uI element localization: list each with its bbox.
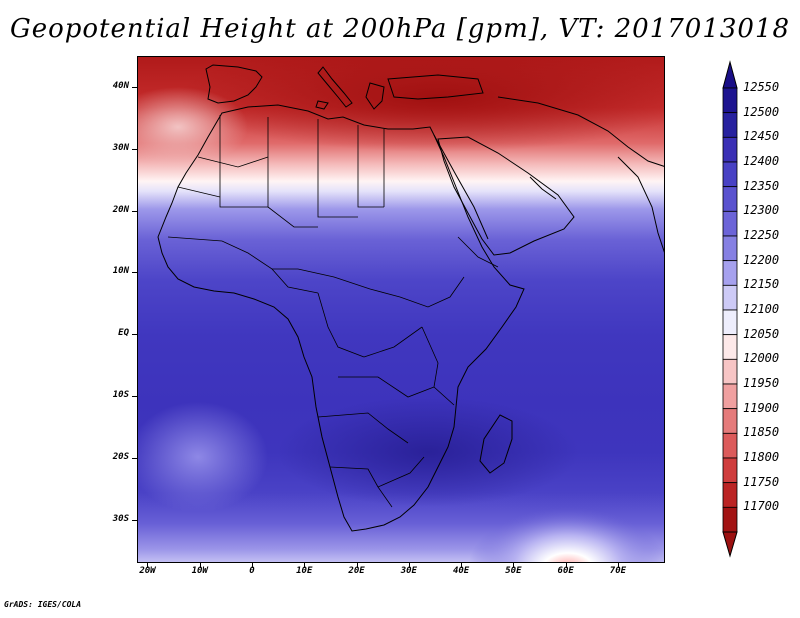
- lon-tick-label: 10E: [296, 566, 313, 576]
- lon-tick: [199, 563, 201, 568]
- colorbar-level-label: 12000: [743, 351, 780, 366]
- lat-tick: [132, 148, 137, 150]
- map-panel: [137, 56, 665, 563]
- lon-tick-label: 20E: [348, 566, 365, 576]
- colorbar-level-label: 12150: [743, 277, 780, 292]
- colorbar-level-label: 12450: [743, 129, 780, 144]
- coastlines: [157, 64, 664, 532]
- lon-tick-label: 50E: [505, 566, 522, 576]
- colorbar-level-label: 11750: [743, 474, 780, 489]
- lat-tick-label: EQ: [118, 328, 129, 339]
- lat-tick-label: 10N: [112, 266, 129, 277]
- lon-tick: [461, 563, 463, 568]
- lat-tick: [132, 396, 137, 398]
- lon-tick-label: 20W: [139, 566, 156, 576]
- lon-tick-label: 0: [249, 566, 255, 576]
- colorbar-swatch: [722, 408, 738, 434]
- colorbar-level-label: 11700: [743, 499, 780, 514]
- lon-tick-label: 40E: [452, 566, 470, 576]
- colorbar-level-label: 12400: [743, 154, 780, 168]
- colorbar-swatch: [722, 210, 738, 237]
- colorbar-level-label: 11950: [743, 376, 780, 390]
- lat-tick: [132, 519, 137, 521]
- colorbar-swatch: [722, 506, 738, 533]
- colorbar-swatch: [722, 186, 738, 212]
- colorbar-swatch: [722, 260, 738, 286]
- lat-tick-label: 40N: [112, 80, 129, 91]
- colorbar-swatch: [722, 309, 738, 336]
- colorbar-level-label: 12100: [743, 302, 780, 316]
- colorbar-level-label: 12200: [743, 252, 780, 267]
- lat-tick-label: 20S: [112, 451, 129, 462]
- lon-tick-label: 70E: [609, 566, 627, 576]
- colorbar-swatch: [722, 432, 738, 459]
- colorbar-swatch: [722, 136, 738, 163]
- colorbar-level-label: 12050: [743, 326, 780, 341]
- lon-tick: [617, 563, 619, 568]
- lat-tick-label: 30N: [112, 142, 129, 153]
- credit-text: GrADS: IGES/COLA: [4, 600, 82, 609]
- colorbar-swatch: [722, 383, 738, 410]
- colorbar-swatch: [722, 284, 738, 311]
- colorbar-level-label: 11900: [743, 400, 780, 415]
- colorbar-level-label: 12550: [743, 80, 780, 94]
- lat-tick-label: 30S: [112, 513, 129, 524]
- colorbar-level-label: 12500: [743, 104, 780, 119]
- lon-tick: [565, 563, 567, 568]
- lon-tick: [147, 563, 149, 568]
- colorbar-swatch: [722, 358, 738, 385]
- lon-tick: [513, 563, 515, 568]
- lat-tick-label: 10S: [112, 390, 129, 401]
- colorbar-swatch: [722, 457, 738, 484]
- colorbar-swatch: [722, 87, 738, 114]
- lat-tick: [132, 86, 137, 88]
- lat-tick: [132, 334, 137, 336]
- lat-tick: [132, 210, 137, 212]
- lon-tick-label: 10W: [191, 566, 208, 576]
- colorbar-bottom-arrow: [722, 531, 738, 558]
- colorbar-level-label: 12350: [743, 178, 780, 193]
- lon-tick-label: 60E: [557, 566, 574, 576]
- height-field-map: [138, 57, 664, 562]
- lon-tick: [304, 563, 306, 568]
- lon-tick: [408, 563, 410, 568]
- country-borders: [167, 115, 499, 508]
- colorbar-level-label: 12300: [743, 203, 780, 218]
- colorbar-level-label: 11850: [743, 425, 780, 440]
- colorbar-swatch: [722, 482, 738, 508]
- page-title: Geopotential Height at 200hPa [gpm], VT:…: [9, 14, 791, 44]
- colorbar-swatch: [722, 161, 738, 188]
- colorbar-swatch: [722, 334, 738, 360]
- colorbar-level-label: 12250: [743, 228, 780, 242]
- colorbar-swatch: [722, 112, 738, 138]
- lat-tick: [132, 457, 137, 459]
- colorbar-swatch: [722, 235, 738, 262]
- lon-tick: [356, 563, 358, 568]
- lon-tick: [252, 563, 253, 568]
- lat-tick: [132, 272, 137, 274]
- colorbar-level-label: 11800: [743, 450, 780, 464]
- lat-tick-label: 20N: [112, 204, 129, 215]
- lon-tick-label: 30E: [400, 566, 417, 576]
- colorbar-top-arrow: [722, 60, 738, 89]
